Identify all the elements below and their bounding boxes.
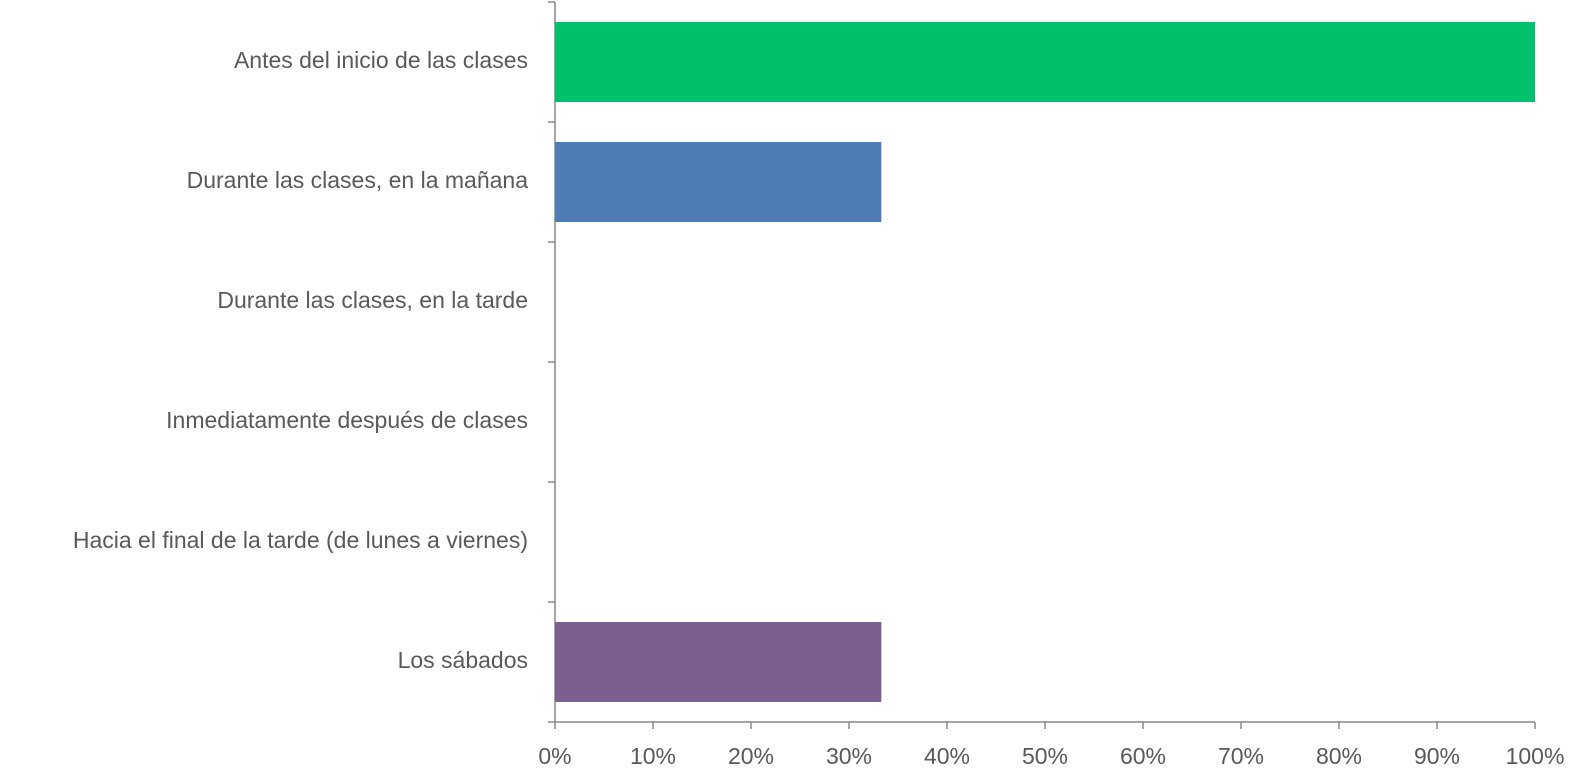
y-tick-label: Hacia el final de la tarde (de lunes a v… [73,527,528,553]
bar [555,622,882,702]
x-tick-label: 20% [728,743,774,769]
x-tick-label: 100% [1506,743,1565,769]
x-tick-label: 70% [1218,743,1264,769]
x-tick-label: 90% [1414,743,1460,769]
x-tick-label: 40% [924,743,970,769]
bar [555,142,882,222]
x-tick-label: 50% [1022,743,1068,769]
y-tick-label: Durante las clases, en la mañana [187,167,529,193]
y-tick-label: Antes del inicio de las clases [234,47,528,73]
x-tick-label: 10% [630,743,676,769]
y-tick-label: Los sábados [398,647,528,673]
x-tick-label: 80% [1316,743,1362,769]
bar [555,22,1535,102]
x-tick-label: 30% [826,743,872,769]
y-tick-label: Inmediatamente después de clases [166,407,528,433]
x-tick-label: 0% [538,743,571,769]
y-tick-label: Durante las clases, en la tarde [217,287,528,313]
x-tick-label: 60% [1120,743,1166,769]
